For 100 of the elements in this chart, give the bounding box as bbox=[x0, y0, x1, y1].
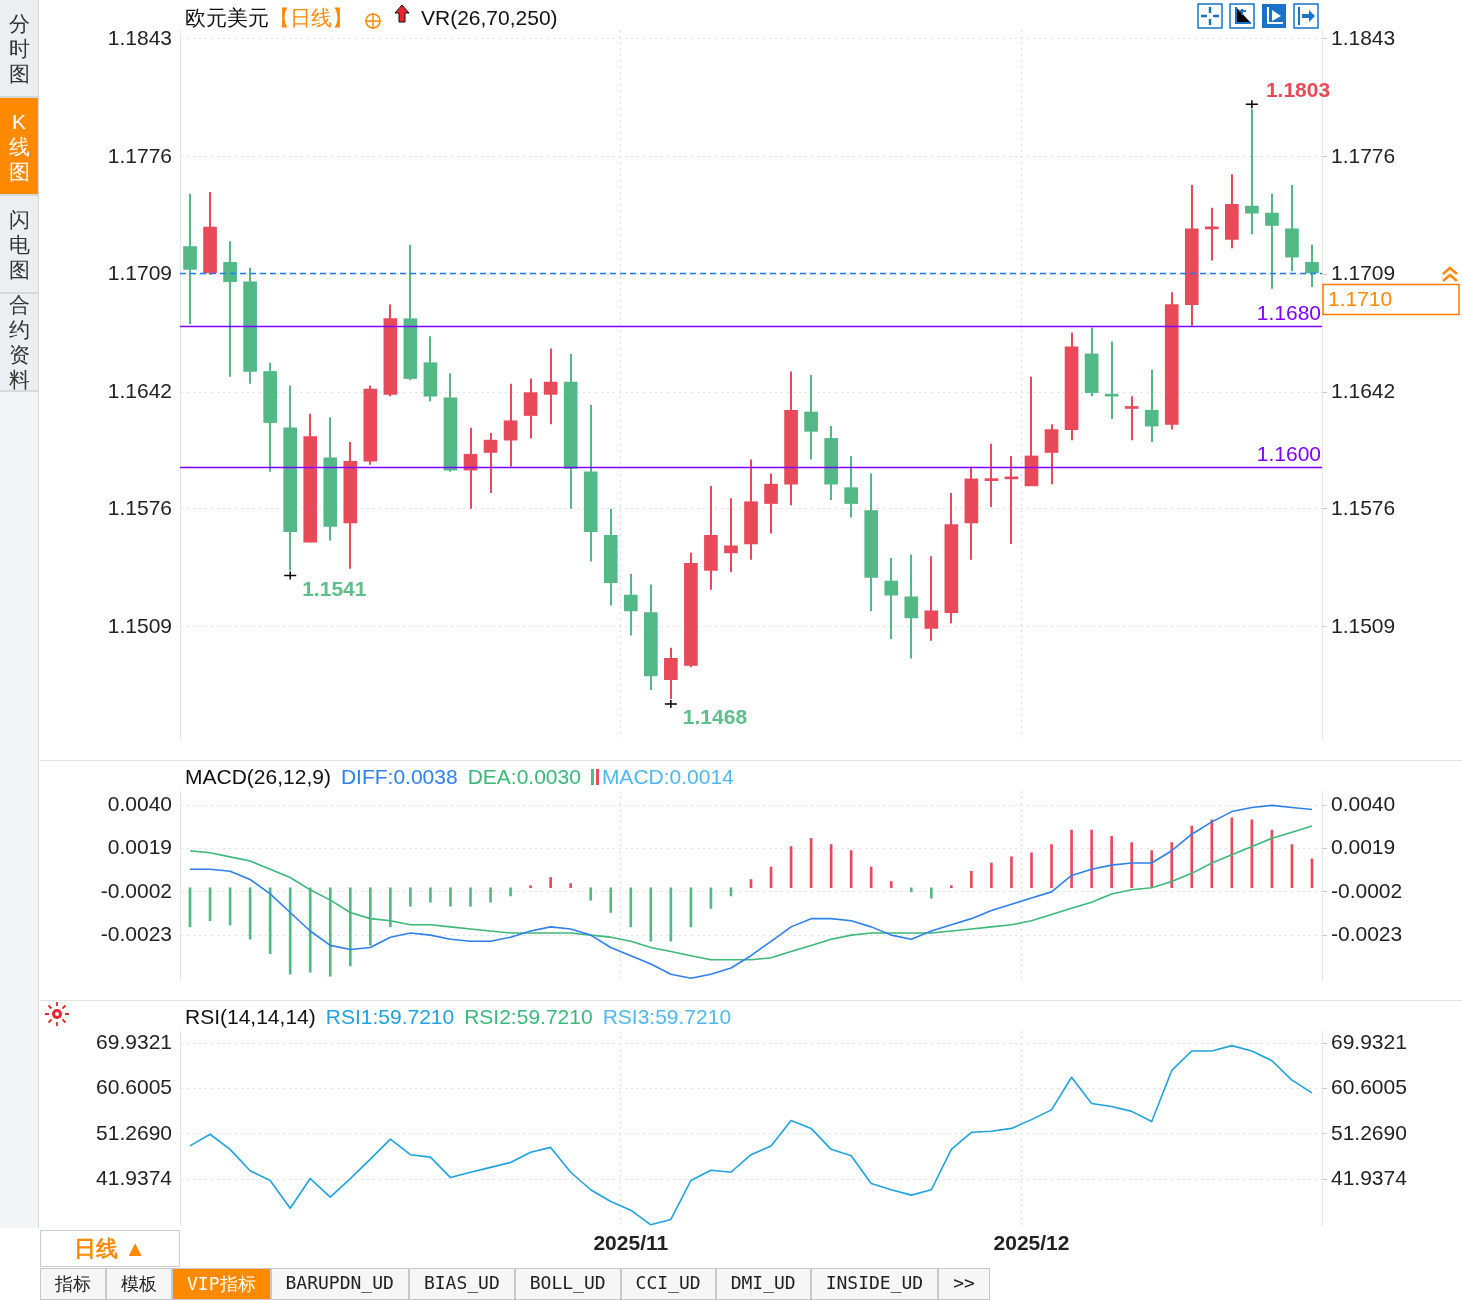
bar bbox=[1130, 842, 1133, 889]
text: BARUPDN_UD bbox=[270, 1268, 409, 1300]
y-tick-label: 1.1709 bbox=[107, 261, 172, 285]
text: RSI3:59.7210 bbox=[602, 1005, 732, 1029]
y2-tick-label: 1.1642 bbox=[1331, 379, 1396, 403]
bar bbox=[1070, 829, 1073, 889]
annotation: 1.1468 bbox=[682, 705, 748, 729]
candlestick bbox=[724, 497, 738, 574]
text: BIAS_UD bbox=[408, 1268, 515, 1300]
y2-tick-label: 1.1509 bbox=[1331, 613, 1396, 637]
y-tick-label: 1.1576 bbox=[107, 495, 172, 519]
text: RSI1:59.7210 bbox=[325, 1005, 455, 1029]
y-tick-label: 41.9374 bbox=[96, 1166, 173, 1190]
candlestick bbox=[483, 432, 498, 494]
bar bbox=[489, 887, 492, 903]
y-tick-label: -0.0002 bbox=[100, 878, 172, 902]
bar bbox=[449, 887, 452, 907]
bar bbox=[1190, 825, 1194, 889]
candlestick bbox=[844, 454, 859, 519]
bar bbox=[869, 866, 873, 889]
text: 闪电图 bbox=[8, 206, 30, 282]
candlestick bbox=[1044, 423, 1059, 486]
bar bbox=[1110, 835, 1113, 889]
y2-tick-label: 0.0019 bbox=[1331, 835, 1396, 859]
candlestick bbox=[1144, 368, 1159, 443]
text: 指标 bbox=[40, 1268, 106, 1300]
ref-line-label: 1.1710 bbox=[1328, 287, 1393, 311]
annotation: 1.1541 bbox=[302, 576, 367, 600]
candlestick bbox=[183, 192, 197, 325]
y-tick-label: 1.1509 bbox=[107, 613, 172, 637]
text: BOLL_UD bbox=[514, 1268, 621, 1300]
y-tick-label: 0.0019 bbox=[107, 835, 172, 859]
y2-tick-label: 60.6005 bbox=[1331, 1075, 1407, 1099]
bar bbox=[990, 862, 993, 889]
candlestick bbox=[1305, 243, 1319, 288]
bar bbox=[409, 887, 412, 907]
y2-tick-label: 0.0040 bbox=[1331, 792, 1396, 816]
text: RSI2:59.7210 bbox=[464, 1005, 593, 1029]
ref-line-label: 1.1680 bbox=[1256, 300, 1321, 324]
y-tick-label: 0.0040 bbox=[107, 792, 172, 816]
bar bbox=[529, 885, 532, 889]
bar bbox=[308, 887, 312, 973]
text: DIFF:0.0038 bbox=[340, 765, 458, 789]
bar bbox=[1030, 852, 1033, 889]
candlestick bbox=[804, 374, 818, 461]
text: INSIDE_UD bbox=[810, 1268, 939, 1300]
y2-tick-label: 41.9374 bbox=[1331, 1166, 1408, 1190]
candlestick bbox=[924, 555, 939, 642]
y-tick-label: 69.9321 bbox=[96, 1029, 172, 1053]
bar bbox=[328, 887, 332, 977]
candlestick bbox=[884, 557, 899, 641]
candlestick bbox=[764, 472, 778, 535]
y-tick-label: -0.0023 bbox=[100, 921, 172, 945]
bar bbox=[950, 885, 953, 889]
candlestick bbox=[503, 382, 518, 468]
y2-tick-label: -0.0023 bbox=[1331, 921, 1403, 945]
bar bbox=[1050, 844, 1053, 889]
bar bbox=[889, 881, 893, 889]
y2-tick-label: -0.0002 bbox=[1331, 878, 1403, 902]
text: 日线 ▲ bbox=[40, 1230, 180, 1267]
candlestick bbox=[904, 553, 919, 660]
candlestick bbox=[1245, 108, 1259, 236]
bar bbox=[1090, 829, 1093, 889]
y2-tick-label: 1.1576 bbox=[1331, 495, 1396, 519]
chart-subtitle: 【日线】 bbox=[269, 5, 353, 31]
chart-title: MACD(26,12,9) bbox=[185, 765, 331, 789]
bar bbox=[288, 887, 292, 975]
y2-tick-label: 69.9321 bbox=[1331, 1029, 1407, 1053]
bar bbox=[609, 887, 613, 913]
text: DMI_UD bbox=[715, 1268, 811, 1300]
candlestick bbox=[984, 442, 999, 509]
bar bbox=[348, 887, 352, 967]
candlestick bbox=[1124, 395, 1139, 442]
chart-title: RSI(14,14,14) bbox=[185, 1005, 316, 1029]
candlestick bbox=[1265, 192, 1279, 290]
bar bbox=[569, 883, 573, 889]
y2-tick-label: 51.2690 bbox=[1331, 1120, 1407, 1144]
candlestick bbox=[664, 646, 678, 700]
y2-tick-label: 1.1843 bbox=[1331, 25, 1396, 49]
bar bbox=[849, 850, 853, 889]
bar bbox=[509, 887, 512, 897]
annotation: 1.1803 bbox=[1265, 77, 1331, 101]
y2-tick-label: 1.1709 bbox=[1331, 261, 1396, 285]
candlestick bbox=[223, 240, 237, 378]
text: VR(26,70,250) bbox=[421, 6, 558, 30]
y-tick-label: 60.6005 bbox=[96, 1075, 172, 1099]
text: VIP指标 bbox=[172, 1268, 271, 1300]
bar bbox=[649, 887, 653, 942]
bar bbox=[389, 887, 392, 928]
bar bbox=[629, 887, 633, 928]
ref-line-label: 1.1600 bbox=[1256, 441, 1321, 465]
text: CCI_UD bbox=[620, 1268, 716, 1300]
text: K线图 bbox=[8, 108, 30, 184]
bar bbox=[549, 877, 552, 889]
bar bbox=[369, 887, 372, 946]
text: DEA:0.0030 bbox=[467, 765, 581, 789]
legend-label: MACD:0.0014 bbox=[601, 765, 734, 789]
bar bbox=[1210, 819, 1214, 889]
bar bbox=[429, 887, 432, 903]
text: >> bbox=[938, 1268, 990, 1300]
